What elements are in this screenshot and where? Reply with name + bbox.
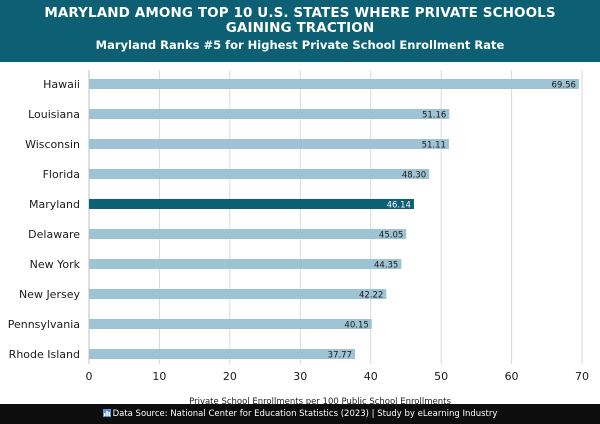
bar	[89, 199, 414, 209]
category-label: Wisconsin	[25, 138, 80, 151]
data-label: 45.05	[379, 231, 403, 241]
x-axis-title: Private School Enrollments per 100 Publi…	[189, 397, 451, 404]
x-tick-label: 40	[364, 370, 378, 383]
x-tick-label: 60	[505, 370, 519, 383]
data-label: 42.22	[359, 291, 383, 301]
bar	[89, 319, 372, 329]
category-label: New York	[30, 258, 81, 271]
category-label: New Jersey	[19, 288, 81, 301]
bar	[89, 79, 579, 89]
x-tick-label: 50	[434, 370, 448, 383]
bar-chart-icon	[102, 409, 111, 417]
category-label: Louisiana	[28, 108, 80, 121]
data-label: 48.30	[402, 171, 426, 181]
data-label: 40.15	[344, 321, 368, 331]
chart-title-line-2: GAINING TRACTION	[225, 20, 375, 36]
category-label: Pennsylvania	[8, 318, 80, 331]
x-tick-label: 10	[152, 370, 166, 383]
chart-title: MARYLAND AMONG TOP 10 U.S. STATES WHERE …	[0, 6, 600, 36]
chart-subtitle: Maryland Ranks #5 for Highest Private Sc…	[95, 38, 505, 52]
category-label: Rhode Island	[9, 348, 80, 361]
category-label: Maryland	[29, 198, 80, 211]
category-label: Hawaii	[43, 78, 80, 91]
x-tick-label: 0	[86, 370, 93, 383]
source-text: Data Source: National Center for Educati…	[112, 409, 498, 419]
bar	[89, 139, 449, 149]
data-label: 51.11	[422, 141, 446, 151]
data-label: 69.56	[552, 81, 576, 91]
bar-chart: Hawaii 69.56 Louisiana 51.16 Wisconsin 51.11 F…	[8, 70, 589, 404]
data-label: 51.16	[422, 111, 446, 121]
bar	[89, 169, 430, 179]
chart-title-line-1: MARYLAND AMONG TOP 10 U.S. STATES WHERE …	[44, 5, 556, 21]
data-label: 46.14	[387, 201, 411, 211]
bar	[89, 109, 450, 119]
bar	[89, 289, 387, 299]
chart-header: MARYLAND AMONG TOP 10 U.S. STATES WHERE …	[0, 0, 600, 62]
category-label: Delaware	[28, 228, 80, 241]
x-tick-label: 30	[293, 370, 307, 383]
data-label: 37.77	[328, 351, 352, 361]
x-tick-label: 70	[575, 370, 589, 383]
data-label: 44.35	[374, 261, 398, 271]
bar	[89, 229, 407, 239]
bar	[89, 259, 402, 269]
x-tick-label: 20	[223, 370, 237, 383]
bar	[89, 349, 356, 359]
category-label: Florida	[43, 168, 80, 181]
source-footer: Data Source: National Center for Educati…	[0, 404, 600, 424]
